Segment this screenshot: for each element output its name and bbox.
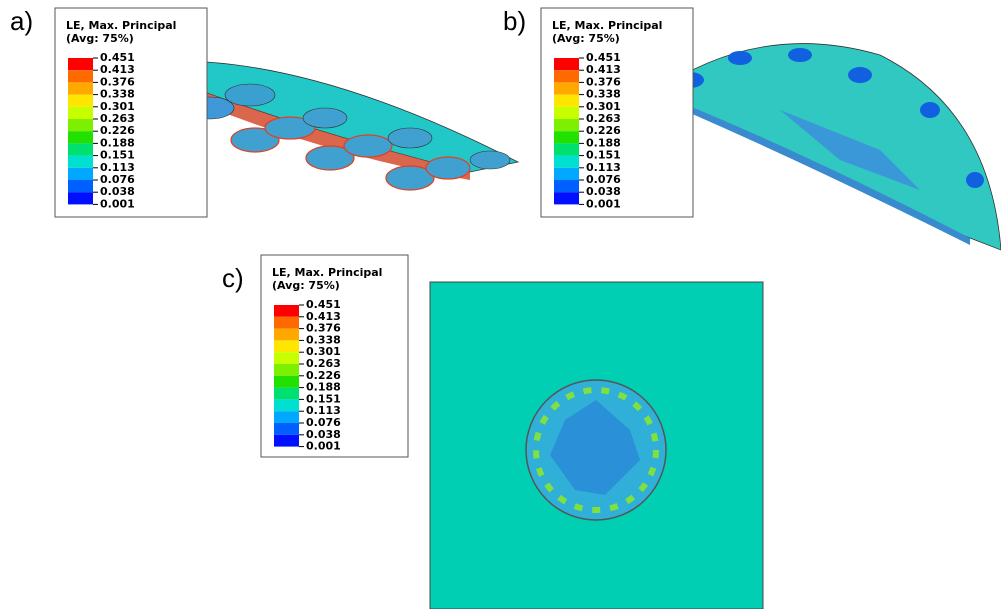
legend-level: 0.226 <box>586 124 621 137</box>
contour-band <box>274 305 299 317</box>
legend: LE, Max. Principal(Avg: 75%)0.4510.4130.… <box>55 8 207 217</box>
legend-level: 0.038 <box>586 185 621 198</box>
legend-level: 0.413 <box>100 63 135 76</box>
contour-band <box>274 352 299 364</box>
legend-level: 0.188 <box>586 136 621 149</box>
legend-level: 0.451 <box>586 51 621 64</box>
legend-subtitle: (Avg: 75%) <box>552 32 620 45</box>
legend-level: 0.038 <box>100 185 135 198</box>
contour-band <box>68 156 93 168</box>
contour-band <box>68 95 93 107</box>
panel-label: a) <box>10 6 33 36</box>
legend-level: 0.226 <box>100 124 135 137</box>
contour-band <box>68 107 93 119</box>
legend-level: 0.001 <box>306 440 341 453</box>
contour-band <box>274 399 299 411</box>
contour-band <box>554 168 579 180</box>
legend: LE, Max. Principal(Avg: 75%)0.4510.4130.… <box>261 255 408 457</box>
contour-band <box>68 58 93 70</box>
legend-level: 0.076 <box>586 173 621 186</box>
legend-title: LE, Max. Principal <box>272 266 382 279</box>
legend-level: 0.001 <box>100 197 135 210</box>
model-c <box>430 282 763 609</box>
legend-level: 0.113 <box>586 161 621 174</box>
legend-title: LE, Max. Principal <box>552 19 662 32</box>
contour-band <box>274 317 299 329</box>
figure: a)LE, Max. Principal(Avg: 75%)0.4510.413… <box>0 0 1001 609</box>
legend: LE, Max. Principal(Avg: 75%)0.4510.4130.… <box>541 8 693 217</box>
contour-band <box>554 180 579 192</box>
legend-level: 0.263 <box>100 112 135 125</box>
legend-level: 0.301 <box>100 100 135 113</box>
contour-band <box>554 156 579 168</box>
contour-band <box>554 131 579 143</box>
contour-band <box>554 119 579 131</box>
contour-band <box>274 329 299 341</box>
legend-level: 0.413 <box>586 63 621 76</box>
contour-band <box>68 180 93 192</box>
contour-band <box>554 70 579 82</box>
legend-title: LE, Max. Principal <box>66 19 176 32</box>
contour-band <box>274 376 299 388</box>
legend-level: 0.188 <box>100 136 135 149</box>
panel-label: c) <box>222 263 244 293</box>
contour-band <box>68 192 93 204</box>
contour-band <box>554 107 579 119</box>
contour-band <box>68 70 93 82</box>
contour-band <box>68 82 93 94</box>
legend-level: 0.301 <box>586 100 621 113</box>
legend-level: 0.001 <box>586 197 621 210</box>
legend-subtitle: (Avg: 75%) <box>66 32 134 45</box>
legend-level: 0.338 <box>100 88 135 101</box>
contour-band <box>274 423 299 435</box>
contour-band <box>68 131 93 143</box>
contour-band <box>68 143 93 155</box>
legend-level: 0.151 <box>100 149 135 162</box>
contour-band <box>554 143 579 155</box>
legend-level: 0.338 <box>586 88 621 101</box>
contour-band <box>554 58 579 70</box>
legend-level: 0.263 <box>586 112 621 125</box>
contour-band <box>554 192 579 204</box>
contour-band <box>274 411 299 423</box>
legend-level: 0.151 <box>586 149 621 162</box>
contour-band <box>68 119 93 131</box>
contour-band <box>554 82 579 94</box>
legend-level: 0.376 <box>586 75 621 88</box>
model-b <box>655 44 1001 250</box>
panel-label: b) <box>503 6 526 36</box>
legend-level: 0.376 <box>100 75 135 88</box>
contour-band <box>274 388 299 400</box>
contour-band <box>274 364 299 376</box>
contour-band <box>274 340 299 352</box>
legend-level: 0.451 <box>100 51 135 64</box>
legend-level: 0.113 <box>100 161 135 174</box>
legend-subtitle: (Avg: 75%) <box>272 279 340 292</box>
legend-level: 0.076 <box>100 173 135 186</box>
contour-band <box>274 435 299 447</box>
contour-band <box>554 95 579 107</box>
contour-band <box>68 168 93 180</box>
